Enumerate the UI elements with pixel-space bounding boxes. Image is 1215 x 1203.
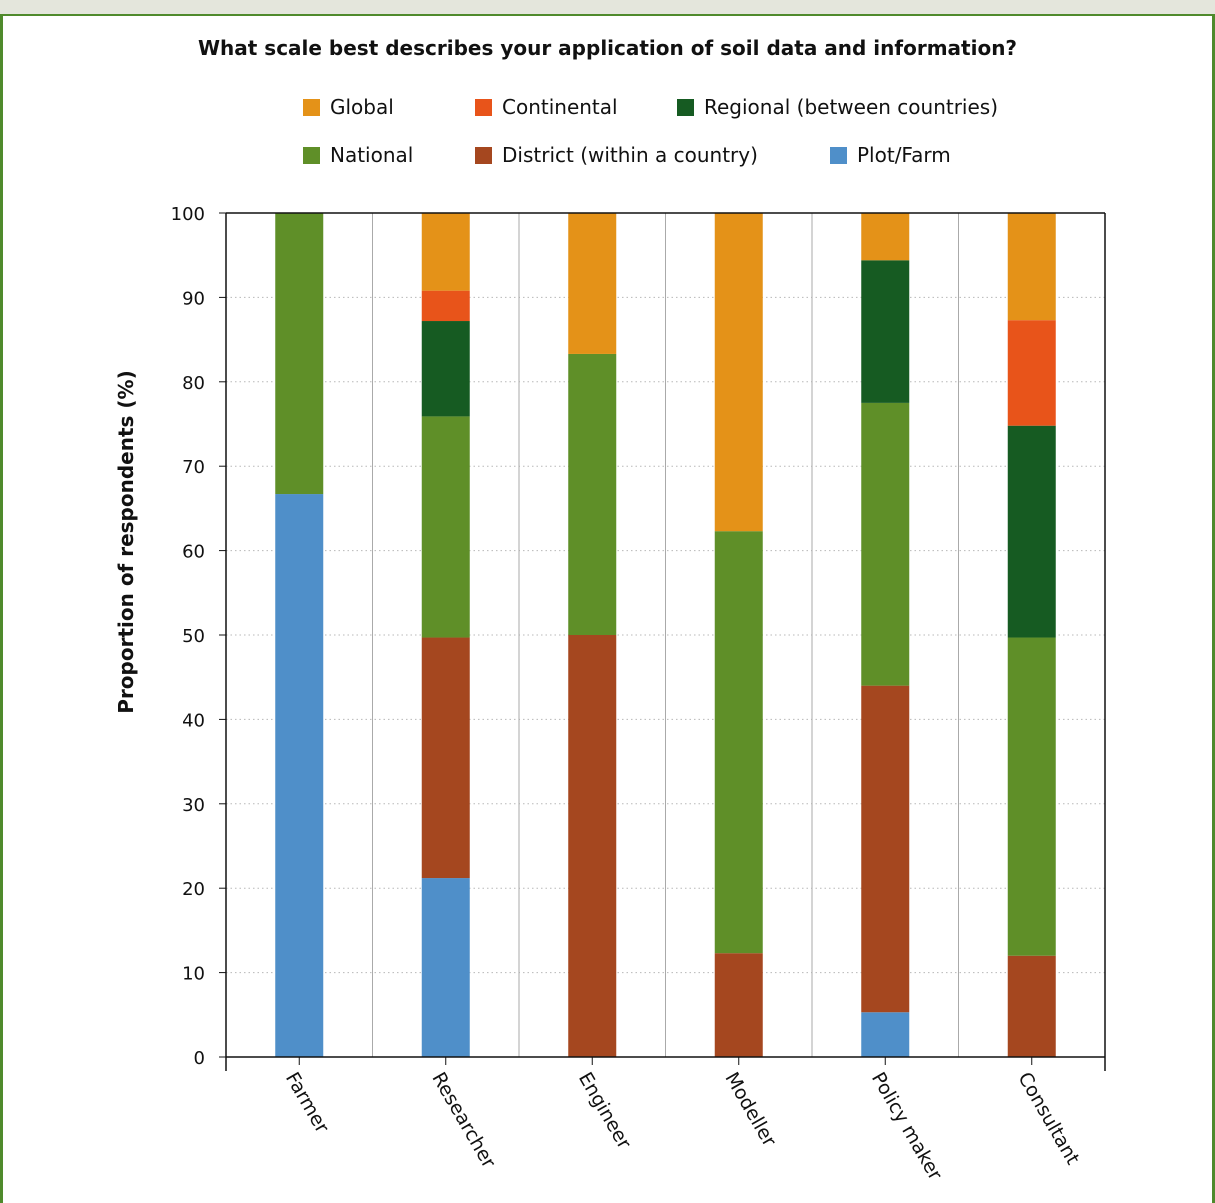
bar-segment-national [421, 416, 470, 638]
axes-layer [219, 212, 1106, 1071]
x-tick-label: Policy maker [867, 1069, 946, 1185]
bar-segment-plot-farm [421, 878, 470, 1057]
bar-segment-plot-farm [275, 494, 324, 1057]
bar-segment-continental [1007, 320, 1056, 426]
bar-segment-regional-between-countries [861, 260, 910, 403]
y-tick-label: 70 [182, 457, 205, 478]
x-tick-label: Farmer [281, 1069, 333, 1138]
bar-segment-national [568, 353, 617, 635]
y-tick-label: 100 [171, 204, 205, 225]
legend-item-district: District (within a country) [475, 140, 758, 170]
legend-swatch-national [303, 146, 320, 164]
bar-segment-plot-farm [861, 1012, 910, 1057]
legend-label-global: Global [330, 95, 394, 119]
bars-layer [275, 213, 1056, 1057]
y-tick-label: 0 [194, 1048, 205, 1069]
legend-item-national: National [303, 140, 413, 170]
bar-segment-national [861, 402, 910, 686]
y-axis-title: Proportion of respondents (%) [114, 370, 138, 713]
x-tick-label: Engineer [574, 1069, 635, 1153]
bar-segment-national [1007, 637, 1056, 956]
x-tick-label: Consultant [1013, 1069, 1083, 1169]
legend-label-district: District (within a country) [502, 143, 758, 167]
bar-segment-global [568, 213, 617, 354]
y-tick-label: 90 [182, 288, 205, 309]
bar-segment-district-within-a-country [421, 637, 470, 879]
bar-segment-district-within-a-country [568, 635, 617, 1057]
legend-swatch-continental [475, 98, 492, 116]
legend-swatch-regional [677, 98, 694, 116]
y-tick-label: 60 [182, 542, 205, 563]
legend-item-regional: Regional (between countries) [677, 92, 998, 122]
y-tick-label: 10 [182, 964, 205, 985]
bar-segment-global [714, 213, 763, 532]
y-tick-label: 50 [182, 626, 205, 647]
legend-label-regional: Regional (between countries) [704, 95, 999, 119]
y-tick-label: 40 [182, 710, 205, 731]
x-tick-label: Modeller [720, 1069, 780, 1151]
y-tick-label: 80 [182, 373, 205, 394]
legend-label-continental: Continental [502, 95, 618, 119]
bar-segment-district-within-a-country [1007, 955, 1056, 1057]
header-band [0, 0, 1215, 16]
legend-row-1: Global Continental Regional (between cou… [0, 92, 1215, 122]
legend-item-plot-farm: Plot/Farm [830, 140, 951, 170]
legend-swatch-global [303, 98, 320, 116]
grid-layer [226, 213, 1105, 1057]
legend-item-global: Global [303, 92, 394, 122]
bar-segment-regional-between-countries [421, 321, 470, 417]
x-tick-label: Researcher [427, 1069, 499, 1173]
legend-label-national: National [330, 143, 414, 167]
legend-swatch-district [475, 146, 492, 164]
bar-segment-continental [421, 290, 470, 322]
y-tick-label: 20 [182, 879, 205, 900]
bar-segment-district-within-a-country [861, 685, 910, 1013]
bar-segment-global [421, 213, 470, 291]
legend-swatch-plot-farm [830, 146, 847, 164]
legend-label-plot-farm: Plot/Farm [857, 143, 951, 167]
legend-item-continental: Continental [475, 92, 618, 122]
bar-segment-global [1007, 213, 1056, 321]
bar-segment-district-within-a-country [714, 953, 763, 1057]
bar-segment-national [714, 531, 763, 954]
chart-title: What scale best describes your applicati… [197, 36, 1018, 60]
bar-segment-regional-between-countries [1007, 425, 1056, 638]
bar-segment-national [275, 213, 324, 495]
y-tick-label: 30 [182, 795, 205, 816]
legend-row-2: National District (within a country) Plo… [0, 140, 1215, 170]
bar-segment-global [861, 213, 910, 261]
